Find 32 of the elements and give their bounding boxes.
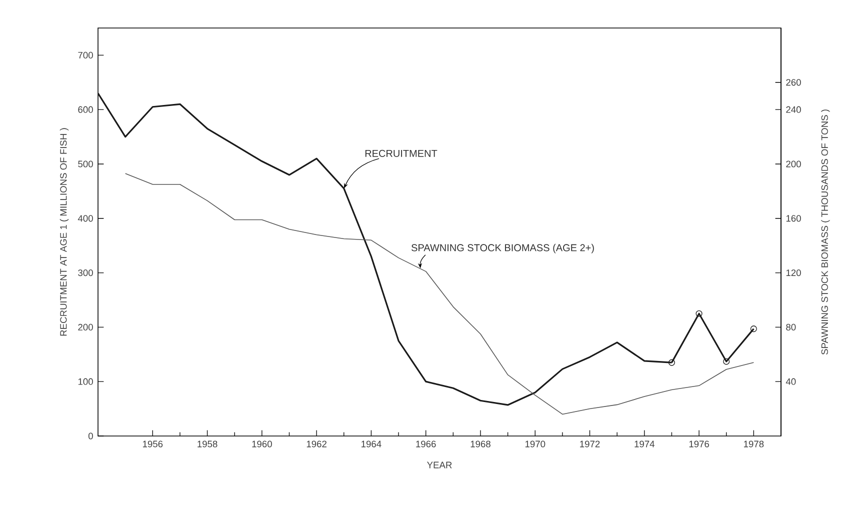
y2-tick-label: 200 (786, 160, 801, 168)
y2-tick-label: 120 (786, 270, 801, 276)
y-tick-label: 500 (78, 160, 93, 168)
y2-tick-label: 80 (786, 324, 796, 330)
y-tick-label: 400 (78, 215, 93, 222)
x-tick-label: 1964 (362, 440, 382, 448)
y-tick-label: 600 (78, 106, 93, 113)
x-tick-label: 1976 (689, 440, 709, 448)
y-tick-label: 200 (78, 324, 93, 330)
x-tick-label: 1958 (198, 440, 218, 448)
x-tick-label: 1970 (525, 440, 546, 448)
y-tick-label: 300 (78, 270, 93, 276)
y-tick-label: 100 (78, 378, 93, 385)
x-tick-label: 1960 (252, 440, 272, 448)
y2-tick-label: 40 (786, 378, 796, 385)
y-tick-label: 0 (88, 432, 93, 440)
x-tick-label: 1966 (416, 440, 436, 448)
y2-tick-label: 240 (786, 106, 801, 113)
annotation: RECRUITMENT (365, 150, 438, 157)
y-axis-title: RECRUITMENT AT AGE 1 ( MILLIONS OF FISH ) (60, 128, 69, 336)
annotation: SPAWNING STOCK BIOMASS (AGE 2+) (412, 244, 594, 254)
y2-axis-title: SPAWNING STOCK BIOMASS ( THOUSANDS OF TONS ) (821, 110, 830, 355)
y2-tick-label: 160 (786, 215, 801, 222)
x-tick-label: 1968 (470, 440, 490, 448)
x-tick-label: 1978 (744, 440, 764, 448)
x-tick-label: 1956 (142, 440, 163, 448)
y2-tick-label: 260 (786, 79, 801, 86)
x-axis-title: YEAR (427, 462, 452, 468)
x-tick-label: 1962 (306, 440, 326, 448)
y-tick-label: 700 (78, 52, 93, 58)
x-tick-label: 1972 (580, 440, 600, 448)
x-tick-label: 1974 (634, 440, 655, 448)
